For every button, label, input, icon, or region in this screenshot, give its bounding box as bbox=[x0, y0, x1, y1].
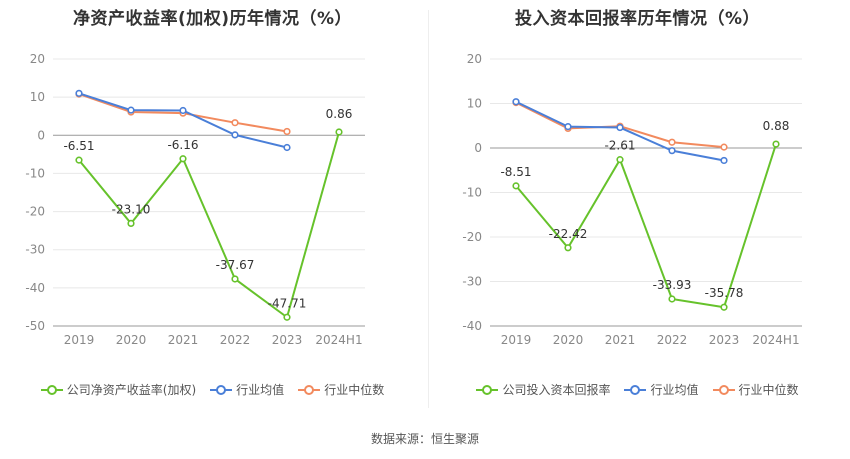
legend-item-median[interactable]: 行业中位数 bbox=[298, 381, 384, 398]
x-tick-label: 2020 bbox=[553, 333, 584, 347]
data-point-avg bbox=[564, 123, 572, 131]
x-tick-label: 2020 bbox=[116, 333, 147, 347]
data-label: -33.93 bbox=[653, 278, 692, 292]
data-point-company bbox=[616, 156, 624, 164]
data-label: -6.16 bbox=[167, 138, 198, 152]
data-point-median bbox=[720, 143, 728, 151]
x-tick-label: 2024H1 bbox=[315, 333, 362, 347]
data-point-avg bbox=[75, 89, 83, 97]
roe-chart-panel: 净资产收益率(加权)历年情况（%） 20 10 0 -10 -20 -30 -40 -50 20… bbox=[0, 0, 425, 410]
legend-swatch-icon bbox=[40, 384, 63, 396]
y-tick-label: 20 bbox=[467, 52, 482, 66]
legend-item-company[interactable]: 公司投入资本回报率 bbox=[476, 381, 610, 398]
data-point-company bbox=[75, 156, 83, 164]
y-tick-label: -30 bbox=[25, 243, 45, 257]
data-point-company bbox=[772, 140, 780, 148]
legend-swatch-icon bbox=[624, 384, 647, 396]
y-tick-label: -20 bbox=[462, 230, 482, 244]
data-point-company bbox=[720, 303, 728, 311]
x-tick-label: 2023 bbox=[272, 333, 303, 347]
data-point-median bbox=[668, 138, 676, 146]
y-tick-label: -50 bbox=[25, 319, 45, 333]
x-tick-label: 2019 bbox=[501, 333, 532, 347]
chart-title: 净资产收益率(加权)历年情况（%） bbox=[72, 9, 353, 29]
legend-item-avg[interactable]: 行业均值 bbox=[210, 381, 284, 398]
data-point-avg bbox=[720, 156, 728, 165]
data-point-avg bbox=[127, 106, 135, 114]
series-line-company bbox=[515, 143, 777, 309]
data-point-company bbox=[512, 182, 520, 190]
x-tick-label: 2019 bbox=[64, 333, 95, 347]
roe-chart-svg: 20 10 0 -10 -20 -30 -40 -50 2019 2020 2021 2022 2023… bbox=[25, 52, 365, 347]
legend-item-avg[interactable]: 行业均值 bbox=[624, 381, 699, 398]
roic-chart-panel: 投入资本回报率历年情况（%） 20 10 0 -10 -20 -30 -40 2019 2020… bbox=[425, 0, 850, 410]
legend-label: 行业中位数 bbox=[324, 383, 385, 397]
y-tick-label: 20 bbox=[30, 52, 45, 66]
data-point-avg bbox=[616, 123, 624, 132]
data-source-note: 数据来源：恒生聚源 bbox=[370, 432, 479, 446]
y-tick-label: 0 bbox=[37, 128, 45, 142]
data-point-median bbox=[231, 119, 239, 127]
data-label: -2.61 bbox=[604, 139, 635, 153]
data-point-avg bbox=[179, 106, 187, 115]
legend-label: 行业均值 bbox=[236, 383, 285, 397]
y-tick-label: 10 bbox=[467, 97, 482, 111]
x-tick-label: 2021 bbox=[168, 333, 199, 347]
x-tick-label: 2021 bbox=[605, 333, 636, 347]
y-tick-label: 10 bbox=[30, 90, 45, 104]
data-label: -35.78 bbox=[705, 286, 744, 300]
series-line-company bbox=[78, 131, 340, 319]
data-label: -6.51 bbox=[63, 139, 94, 153]
roe-chart-legend: 公司净资产收益率(加权) 行业均值 行业中位数 bbox=[0, 381, 425, 398]
data-point-company bbox=[127, 219, 135, 227]
y-tick-label: -40 bbox=[25, 281, 45, 295]
data-point-avg bbox=[668, 147, 676, 155]
data-point-company bbox=[283, 313, 291, 321]
x-tick-label: 2022 bbox=[657, 333, 688, 347]
data-point-company bbox=[231, 275, 239, 283]
legend-label: 公司净资产收益率(加权) bbox=[66, 383, 197, 397]
legend-swatch-icon bbox=[476, 384, 499, 396]
data-label: 0.88 bbox=[763, 119, 790, 133]
data-label: -47.71 bbox=[268, 296, 307, 310]
data-point-avg bbox=[231, 131, 239, 139]
x-tick-label: 2023 bbox=[709, 333, 740, 347]
roic-chart-legend: 公司投入资本回报率 行业均值 行业中位数 bbox=[425, 381, 850, 398]
x-tick-label: 2022 bbox=[220, 333, 251, 347]
legend-swatch-icon bbox=[210, 384, 233, 396]
data-point-avg bbox=[283, 143, 291, 152]
legend-item-company[interactable]: 公司净资产收益率(加权) bbox=[40, 381, 197, 398]
y-tick-label: 0 bbox=[474, 141, 482, 155]
data-point-median bbox=[283, 127, 291, 136]
legend-swatch-icon bbox=[712, 384, 735, 396]
data-label: -37.67 bbox=[216, 258, 255, 272]
data-point-company bbox=[335, 128, 343, 136]
data-label: -22.42 bbox=[549, 227, 588, 241]
data-point-company bbox=[668, 295, 676, 303]
roic-chart-svg: 20 10 0 -10 -20 -30 -40 2019 2020 2021 2022 2023 202… bbox=[462, 52, 802, 347]
y-tick-label: -20 bbox=[25, 205, 45, 219]
y-tick-label: -40 bbox=[462, 319, 482, 333]
data-label: -8.51 bbox=[500, 165, 531, 179]
y-tick-label: -10 bbox=[462, 186, 482, 200]
data-point-company bbox=[179, 155, 187, 163]
legend-swatch-icon bbox=[298, 384, 321, 396]
legend-item-median[interactable]: 行业中位数 bbox=[712, 381, 799, 398]
legend-label: 公司投入资本回报率 bbox=[502, 383, 611, 397]
y-tick-label: -30 bbox=[462, 275, 482, 289]
panel-divider bbox=[428, 10, 429, 408]
data-label: -23.10 bbox=[112, 202, 151, 216]
legend-label: 行业均值 bbox=[650, 383, 699, 397]
data-point-company bbox=[564, 244, 572, 252]
y-tick-label: -10 bbox=[25, 166, 45, 180]
data-label: 0.86 bbox=[326, 107, 353, 121]
x-tick-label: 2024H1 bbox=[752, 333, 799, 347]
chart-title: 投入资本回报率历年情况（%） bbox=[514, 9, 761, 29]
legend-label: 行业中位数 bbox=[738, 383, 799, 397]
data-point-avg bbox=[512, 98, 520, 106]
